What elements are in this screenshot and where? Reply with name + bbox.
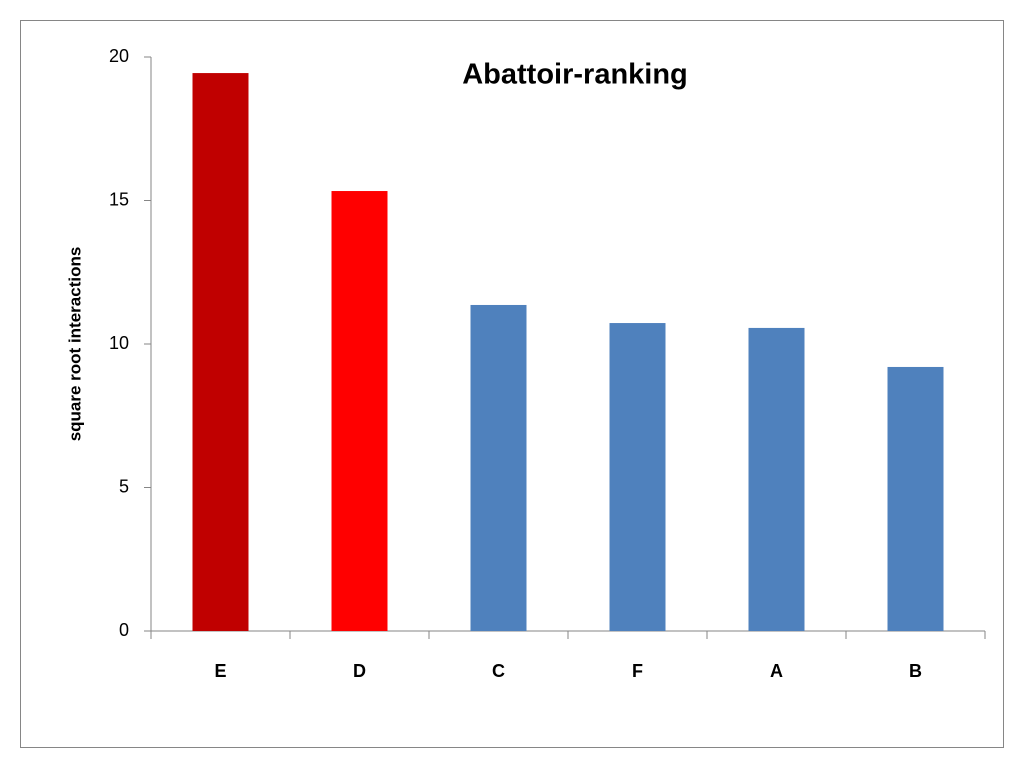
- chart-title: Abattoir-ranking: [462, 59, 688, 91]
- y-tick-label: 20: [109, 46, 129, 66]
- bar: [331, 191, 388, 632]
- bar: [609, 323, 666, 631]
- bar: [748, 327, 805, 631]
- y-tick-label: 5: [119, 476, 129, 496]
- y-tick-label: 0: [119, 620, 129, 640]
- bar: [887, 366, 944, 631]
- bar: [470, 304, 527, 631]
- x-tick-label: C: [492, 661, 505, 681]
- x-tick-label: E: [214, 661, 226, 681]
- bar: [192, 73, 249, 631]
- x-tick-label: B: [909, 661, 922, 681]
- y-axis-label: square root interactions: [65, 247, 84, 442]
- y-tick-label: 10: [109, 333, 129, 353]
- x-tick-label: D: [353, 661, 366, 681]
- y-tick-label: 15: [109, 189, 129, 209]
- x-tick-label: F: [632, 661, 643, 681]
- x-tick-label: A: [770, 661, 783, 681]
